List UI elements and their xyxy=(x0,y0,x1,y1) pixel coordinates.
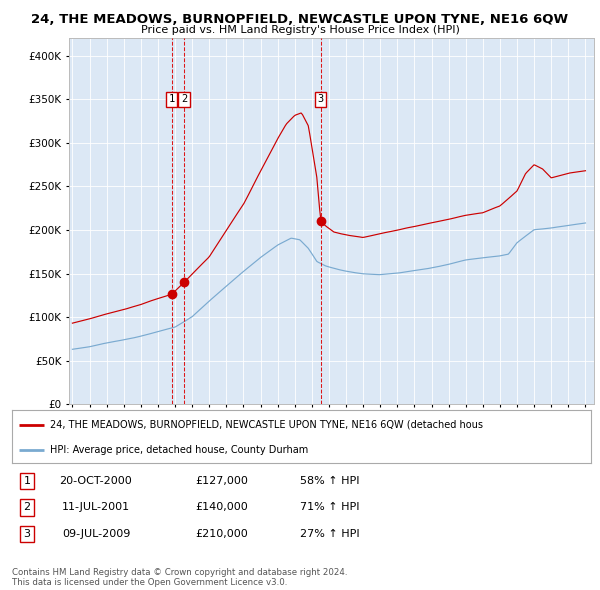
Text: 24, THE MEADOWS, BURNOPFIELD, NEWCASTLE UPON TYNE, NE16 6QW: 24, THE MEADOWS, BURNOPFIELD, NEWCASTLE … xyxy=(31,13,569,26)
Text: 58% ↑ HPI: 58% ↑ HPI xyxy=(300,476,360,486)
Text: 09-JUL-2009: 09-JUL-2009 xyxy=(62,529,130,539)
Text: 1: 1 xyxy=(169,94,175,104)
Text: 27% ↑ HPI: 27% ↑ HPI xyxy=(300,529,360,539)
Text: 71% ↑ HPI: 71% ↑ HPI xyxy=(300,503,360,512)
Text: £127,000: £127,000 xyxy=(196,476,248,486)
Text: Price paid vs. HM Land Registry's House Price Index (HPI): Price paid vs. HM Land Registry's House … xyxy=(140,25,460,35)
Text: £210,000: £210,000 xyxy=(196,529,248,539)
Text: 11-JUL-2001: 11-JUL-2001 xyxy=(62,503,130,512)
Text: HPI: Average price, detached house, County Durham: HPI: Average price, detached house, Coun… xyxy=(50,445,308,455)
Text: 20-OCT-2000: 20-OCT-2000 xyxy=(59,476,133,486)
Text: 2: 2 xyxy=(23,503,31,512)
Text: 3: 3 xyxy=(23,529,31,539)
Text: 1: 1 xyxy=(23,476,31,486)
Text: 2: 2 xyxy=(181,94,187,104)
Text: Contains HM Land Registry data © Crown copyright and database right 2024.
This d: Contains HM Land Registry data © Crown c… xyxy=(12,568,347,587)
Text: 3: 3 xyxy=(317,94,324,104)
Text: 24, THE MEADOWS, BURNOPFIELD, NEWCASTLE UPON TYNE, NE16 6QW (detached hous: 24, THE MEADOWS, BURNOPFIELD, NEWCASTLE … xyxy=(50,420,482,430)
Text: £140,000: £140,000 xyxy=(196,503,248,512)
